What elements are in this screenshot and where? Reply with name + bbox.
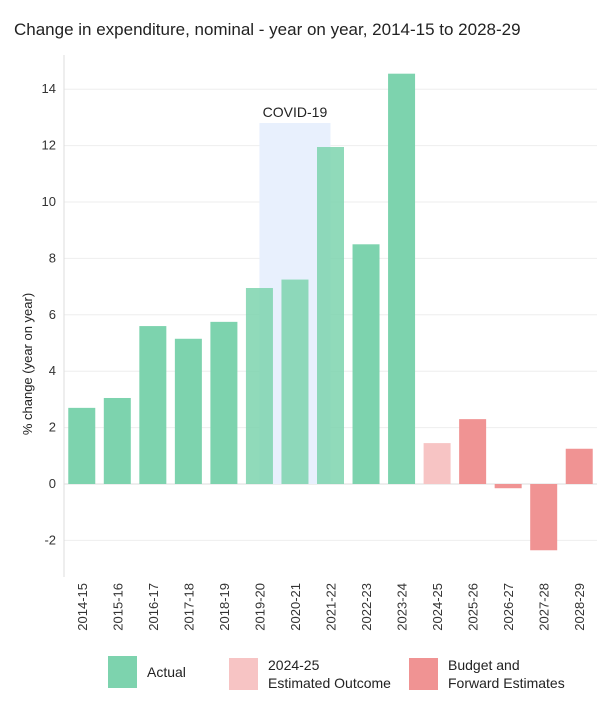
chart-title: Change in expenditure, nominal - year on… [14, 20, 521, 39]
legend-swatch-estimated [229, 658, 258, 690]
bar [388, 73, 416, 484]
bar [423, 443, 451, 484]
x-tick-label: 2027-28 [537, 583, 552, 631]
bar [352, 244, 380, 484]
covid-label: COVID-19 [263, 104, 328, 120]
bar [281, 279, 309, 484]
x-tick-label: 2019-20 [252, 583, 267, 631]
y-tick-label: 0 [49, 476, 56, 491]
legend-label-budget: Budget and Forward Estimates [448, 657, 565, 691]
y-tick-label: 6 [49, 307, 56, 322]
x-tick-label: 2015-16 [110, 583, 125, 631]
bar [210, 321, 238, 484]
y-tick-label: 12 [42, 138, 56, 153]
x-tick-label: 2020-21 [288, 583, 303, 631]
bar-chart: COVID-19 14 12 10 8 6 4 2 0 -2 % change (year on … [20, 55, 597, 631]
legend-swatch-budget [409, 658, 438, 690]
x-tick-label: 2024-25 [430, 583, 445, 631]
x-tick-label: 2014-15 [75, 583, 90, 631]
bar [139, 326, 167, 484]
bar [565, 448, 593, 484]
y-tick-label: 2 [49, 420, 56, 435]
axes: 14 12 10 8 6 4 2 0 -2 % change (year on year) 2014… [20, 55, 587, 631]
bar [174, 338, 202, 484]
bar [530, 484, 558, 551]
bar [494, 484, 522, 489]
x-tick-label: 2026-27 [501, 583, 516, 631]
legend: Actual 2024-25 Estimated Outcome Budget … [0, 654, 609, 704]
legend-item-estimated: 2024-25 Estimated Outcome [229, 656, 391, 692]
legend-item-budget: Budget and Forward Estimates [409, 656, 565, 692]
bar [317, 147, 344, 484]
x-tick-label: 2018-19 [217, 583, 232, 631]
x-tick-label: 2023-24 [395, 583, 410, 631]
x-tick-label: 2025-26 [466, 583, 481, 631]
x-tick-label: 2022-23 [359, 583, 374, 631]
x-tick-label: 2028-29 [572, 583, 587, 631]
legend-label-actual: Actual [147, 664, 186, 680]
bar [103, 397, 131, 484]
y-tick-label: 14 [42, 81, 56, 96]
bar [245, 288, 273, 484]
bar [68, 407, 96, 484]
bar [459, 419, 487, 484]
y-tick-label: 4 [49, 363, 56, 378]
x-tick-label: 2016-17 [146, 583, 161, 631]
y-tick-label: 10 [42, 194, 56, 209]
legend-item-actual: Actual [108, 656, 186, 688]
legend-label-estimated: 2024-25 Estimated Outcome [268, 657, 391, 691]
y-axis-title: % change (year on year) [20, 293, 35, 435]
y-tick-label: -2 [44, 532, 56, 547]
bars [68, 73, 593, 551]
x-tick-label: 2021-22 [324, 583, 339, 631]
x-tick-label: 2017-18 [181, 583, 196, 631]
y-tick-label: 8 [49, 250, 56, 265]
legend-swatch-actual [108, 656, 137, 688]
